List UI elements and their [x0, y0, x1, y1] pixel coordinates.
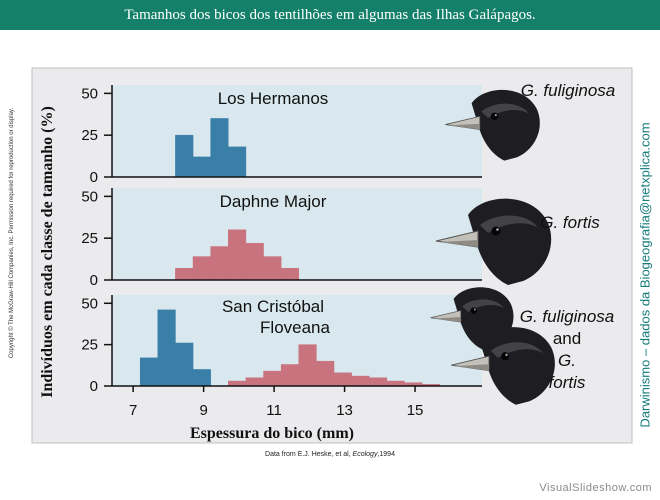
species-label: G. fuliginosa: [520, 307, 615, 326]
y-axis-label: Indivíduos em cada classe de tamanho (%): [39, 106, 56, 398]
histogram-bar: [368, 377, 388, 387]
finch-head-fortis-small: [451, 327, 555, 405]
histogram-bar: [228, 229, 247, 281]
species-label: G. fortis: [540, 213, 600, 232]
histogram-bar: [139, 357, 159, 387]
histogram-bar: [192, 156, 211, 178]
finch-beak-lower: [448, 123, 480, 130]
finch-eye: [490, 112, 499, 121]
finch-head-fuliginosa: [445, 89, 540, 161]
species-label: G.: [558, 351, 576, 370]
histogram-bar: [175, 268, 194, 281]
y-tick-label: 0: [90, 272, 98, 289]
species-label: fortis: [549, 373, 586, 392]
histogram-bar: [316, 360, 335, 387]
x-tick-label: 11: [266, 402, 282, 419]
y-tick-label: 0: [90, 169, 98, 186]
histogram-bar: [192, 256, 211, 281]
finch-eye-glint: [505, 353, 508, 357]
slide-title: Tamanhos dos bicos dos tentilhões em alg…: [0, 0, 660, 30]
histogram-bar: [280, 268, 300, 281]
finch-head-fortis: [435, 198, 552, 285]
island-title: Daphne Major: [220, 192, 327, 211]
finch-eye-glint: [473, 308, 476, 311]
finch-beak-lower: [433, 317, 461, 323]
y-tick-label: 50: [81, 295, 98, 312]
histogram-bar: [298, 344, 317, 387]
x-tick-label: 13: [336, 402, 353, 419]
finch-eye: [501, 352, 510, 361]
x-tick-label: 15: [407, 402, 424, 419]
x-tick-label: 7: [129, 402, 137, 419]
histogram-bar: [351, 375, 370, 387]
watermark: VisualSlideshow.com: [539, 482, 652, 494]
x-axis-label: Espessura do bico (mm): [190, 425, 354, 442]
island-title: Los Hermanos: [218, 89, 329, 108]
y-tick-label: 25: [81, 127, 98, 144]
y-tick-label: 0: [90, 378, 98, 395]
panel-background: [112, 188, 482, 280]
island-title-secondary: Floveana: [260, 318, 330, 337]
y-tick-label: 25: [81, 337, 98, 354]
histogram-bar: [157, 309, 176, 387]
finch-beak-lower: [440, 240, 478, 247]
finch-eye-glint: [494, 114, 497, 117]
histogram-bar: [263, 256, 282, 281]
histogram-bar: [228, 146, 247, 178]
y-tick-label: 25: [81, 230, 98, 247]
histogram-bar: [333, 372, 352, 387]
y-tick-label: 50: [81, 188, 98, 205]
panel-background: [112, 85, 482, 177]
histogram-bar: [175, 134, 194, 178]
histogram-bar: [210, 118, 229, 178]
x-tick-label: 9: [199, 402, 207, 419]
finch-eye: [491, 226, 501, 236]
histogram-bar: [263, 370, 282, 387]
histogram-bar: [245, 242, 264, 281]
species-label: G. fuliginosa: [521, 81, 616, 100]
histogram-bar: [245, 377, 264, 387]
histogram-bar: [192, 369, 211, 387]
island-title: San Cristóbal: [222, 297, 324, 316]
finch-beak-lower: [454, 364, 489, 371]
histogram-bar: [210, 246, 229, 281]
histogram-bar: [280, 364, 300, 387]
histogram-bar: [175, 342, 194, 387]
finch-eye-glint: [496, 228, 499, 231]
species-label: and: [553, 329, 581, 348]
source-note: Data from E.J. Heske, et al, Ecology,199…: [265, 451, 395, 458]
finch-eye: [470, 307, 477, 314]
y-tick-label: 50: [81, 85, 98, 102]
